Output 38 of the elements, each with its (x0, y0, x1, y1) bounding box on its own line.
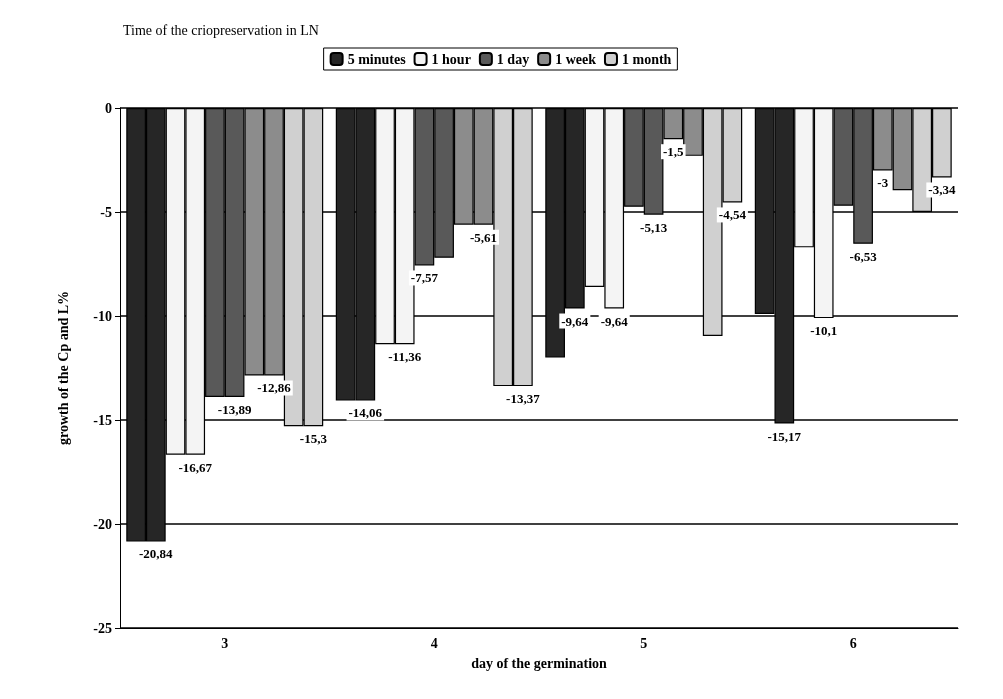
data-label: -5,61 (469, 229, 498, 245)
data-label: -13,89 (217, 401, 252, 417)
x-tick-label: 5 (640, 635, 648, 651)
data-label: -15,17 (767, 428, 802, 444)
data-label: -11,36 (388, 349, 422, 365)
y-tick-label: 0 (105, 100, 112, 116)
legend-label: 1 day (496, 51, 530, 67)
data-label: -1,5 (662, 144, 685, 160)
data-label: -20,84 (139, 546, 174, 562)
y-tick-label: -25 (93, 620, 112, 636)
data-label: -12,86 (257, 380, 292, 396)
data-label: -4,54 (718, 207, 747, 223)
chart-title: Time of the criopreservation in LN (123, 22, 319, 38)
legend-label: 1 week (555, 51, 597, 67)
data-label: -9,64 (561, 313, 589, 329)
data-label: -16,67 (178, 459, 213, 475)
y-axis-title: growth of the Cp and L% (55, 290, 71, 446)
data-label: -15,3 (299, 431, 328, 447)
x-tick-label: 4 (430, 635, 438, 651)
data-label: -14,06 (348, 405, 383, 421)
data-label: -5,13 (640, 219, 668, 235)
y-tick-label: -5 (100, 204, 112, 220)
x-tick-label: 6 (849, 635, 857, 651)
y-tick-label: -10 (93, 308, 112, 324)
data-label: -9,64 (600, 313, 629, 329)
data-label: -3,34 (928, 182, 956, 198)
legend-label: 5 minutes (347, 51, 407, 67)
data-label: -6,53 (849, 248, 878, 264)
x-axis-title: day of the germination (471, 655, 608, 671)
y-tick-label: -20 (93, 516, 112, 532)
y-tick-label: -15 (93, 412, 112, 428)
data-label: -3 (877, 175, 889, 191)
legend-label: 1 month (621, 51, 672, 67)
data-label: -10,1 (810, 323, 838, 339)
data-label: -13,37 (506, 391, 541, 407)
legend-label: 1 hour (431, 51, 471, 67)
x-tick-label: 3 (221, 635, 229, 651)
data-label: -7,57 (410, 270, 439, 286)
